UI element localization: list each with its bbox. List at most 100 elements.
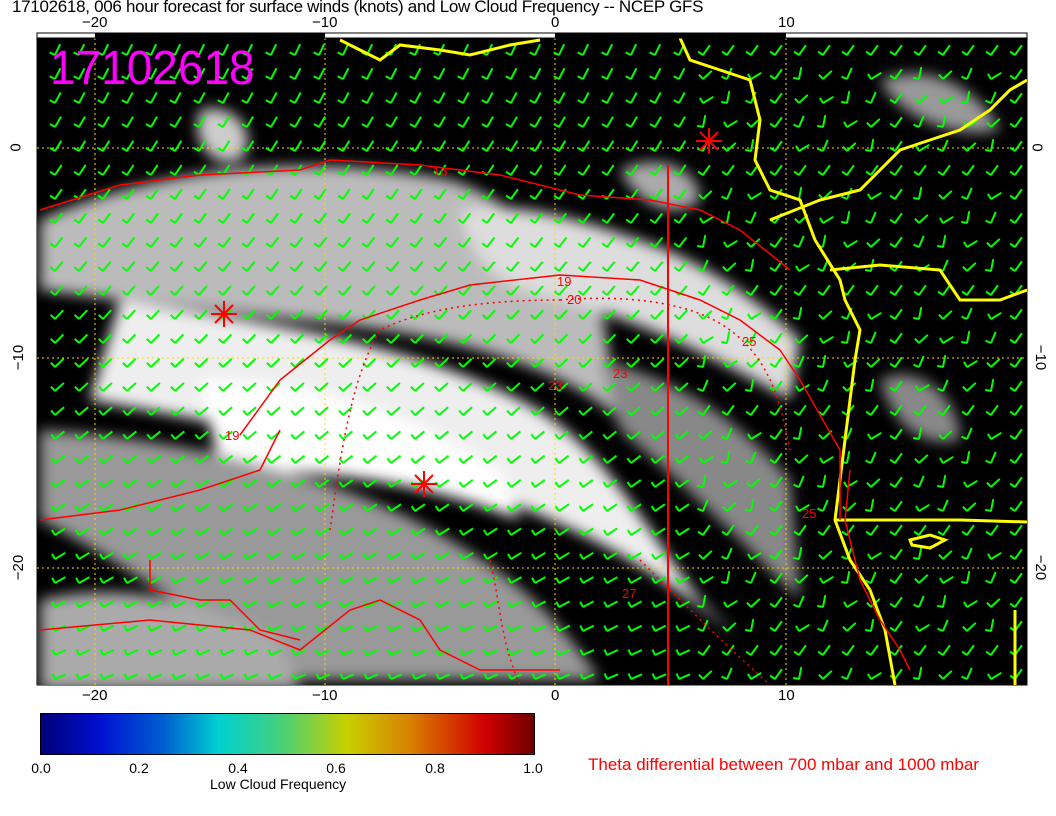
wind-barb: [529, 309, 544, 320]
wind-barb: [699, 95, 714, 104]
wind-barb: [97, 43, 110, 56]
wind-barb: [865, 331, 877, 344]
wind-barb: [744, 139, 755, 152]
wind-barb: [819, 95, 834, 104]
wind-barb: [123, 551, 138, 560]
wind-barb: [555, 600, 571, 608]
wind-barb: [913, 524, 927, 536]
wind-barb: [289, 309, 304, 320]
wind-barb: [626, 382, 641, 392]
wind-barb: [171, 600, 187, 608]
wind-barb: [409, 140, 423, 152]
wind-barb: [697, 259, 709, 272]
wind-barb: [625, 140, 639, 152]
wind-barb: [170, 527, 186, 536]
wind-barb: [889, 452, 903, 464]
wind-barb: [265, 43, 278, 56]
x-tick: 10: [778, 14, 795, 31]
wind-barb: [744, 259, 755, 272]
wind-barb: [794, 94, 809, 104]
wind-barb: [506, 430, 521, 440]
wind-barb: [745, 284, 759, 296]
wind-barb: [577, 140, 591, 152]
wind-barb: [73, 285, 88, 296]
date-stamp: 17102618: [50, 40, 255, 94]
wind-barb: [457, 116, 470, 128]
wind-barb: [99, 649, 115, 656]
wind-barb: [243, 649, 259, 656]
wind-barb: [483, 600, 499, 608]
wind-barb: [505, 67, 518, 80]
wind-barb: [337, 164, 351, 176]
wind-barb: [458, 382, 473, 392]
wind-barb: [337, 116, 350, 128]
wind-barb: [194, 454, 210, 464]
coastline: [339, 38, 1027, 685]
wind-barb: [577, 309, 592, 320]
wind-barb: [507, 551, 522, 560]
wind-barb: [865, 571, 877, 584]
wind-barb: [387, 624, 403, 632]
wind-barb: [650, 382, 665, 392]
wind-barb: [697, 644, 711, 656]
wind-barb: [963, 599, 978, 608]
wind-barb: [769, 620, 783, 632]
wind-barb: [938, 670, 953, 680]
wind-barb: [385, 140, 399, 152]
wind-barb: [769, 92, 783, 104]
wind-barb: [457, 261, 472, 272]
wind-barb: [145, 91, 158, 104]
wind-barb: [555, 576, 570, 584]
wind-barb: [1009, 380, 1023, 392]
wind-barb: [577, 212, 591, 224]
wind-barb: [217, 236, 232, 248]
wind-barb: [769, 404, 783, 416]
wind-barb: [986, 358, 1001, 368]
wind-barb: [866, 118, 881, 128]
wind-barb: [289, 140, 303, 152]
wind-barb: [314, 527, 330, 536]
wind-barb: [75, 600, 91, 608]
wind-barb: [817, 524, 831, 536]
wind-barb: [601, 212, 615, 224]
wind-barb: [769, 548, 783, 560]
wind-barb: [987, 671, 1002, 680]
wind-barb: [1009, 188, 1023, 200]
wind-barb: [313, 309, 328, 320]
wind-barb: [720, 331, 731, 344]
wind-barb: [578, 382, 593, 392]
wind-barb: [819, 335, 834, 344]
wind-barb: [963, 239, 978, 248]
wind-barb: [242, 406, 257, 416]
wind-barb: [218, 430, 233, 440]
wind-barb: [794, 454, 809, 464]
wind-barb: [74, 527, 90, 536]
wind-barb: [818, 670, 833, 680]
wind-barb: [721, 307, 733, 320]
wind-barb: [171, 576, 186, 584]
wind-barb: [936, 235, 947, 248]
wind-barb: [145, 236, 160, 248]
wind-barb: [577, 261, 592, 272]
wind-barb: [696, 595, 707, 608]
wind-barb: [747, 551, 762, 560]
wind-barb: [409, 116, 422, 128]
wind-barb: [481, 91, 494, 104]
wind-barb: [985, 44, 999, 56]
wind-barb: [867, 551, 882, 560]
wind-barb: [241, 236, 256, 248]
wind-barb: [674, 430, 689, 440]
wind-barb: [195, 600, 211, 608]
wind-barb: [866, 358, 881, 368]
wind-barb: [99, 600, 115, 608]
wind-barb: [218, 357, 233, 368]
wind-barb: [529, 140, 543, 152]
wind-barb: [291, 600, 307, 608]
wind-barb: [795, 623, 810, 632]
contour-label: 27: [622, 586, 636, 601]
wind-barb: [722, 622, 737, 632]
wind-barb: [193, 140, 207, 152]
red-star-markers: [211, 128, 722, 497]
wind-barb: [696, 235, 707, 248]
wind-barb: [553, 261, 568, 272]
